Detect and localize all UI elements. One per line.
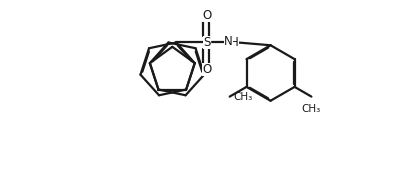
Text: S: S (202, 36, 210, 49)
Text: CH₃: CH₃ (301, 103, 320, 113)
Text: O: O (202, 63, 211, 76)
Text: N: N (223, 35, 232, 48)
Text: CH₃: CH₃ (233, 92, 252, 102)
Text: O: O (202, 9, 211, 22)
Text: H: H (230, 36, 238, 49)
